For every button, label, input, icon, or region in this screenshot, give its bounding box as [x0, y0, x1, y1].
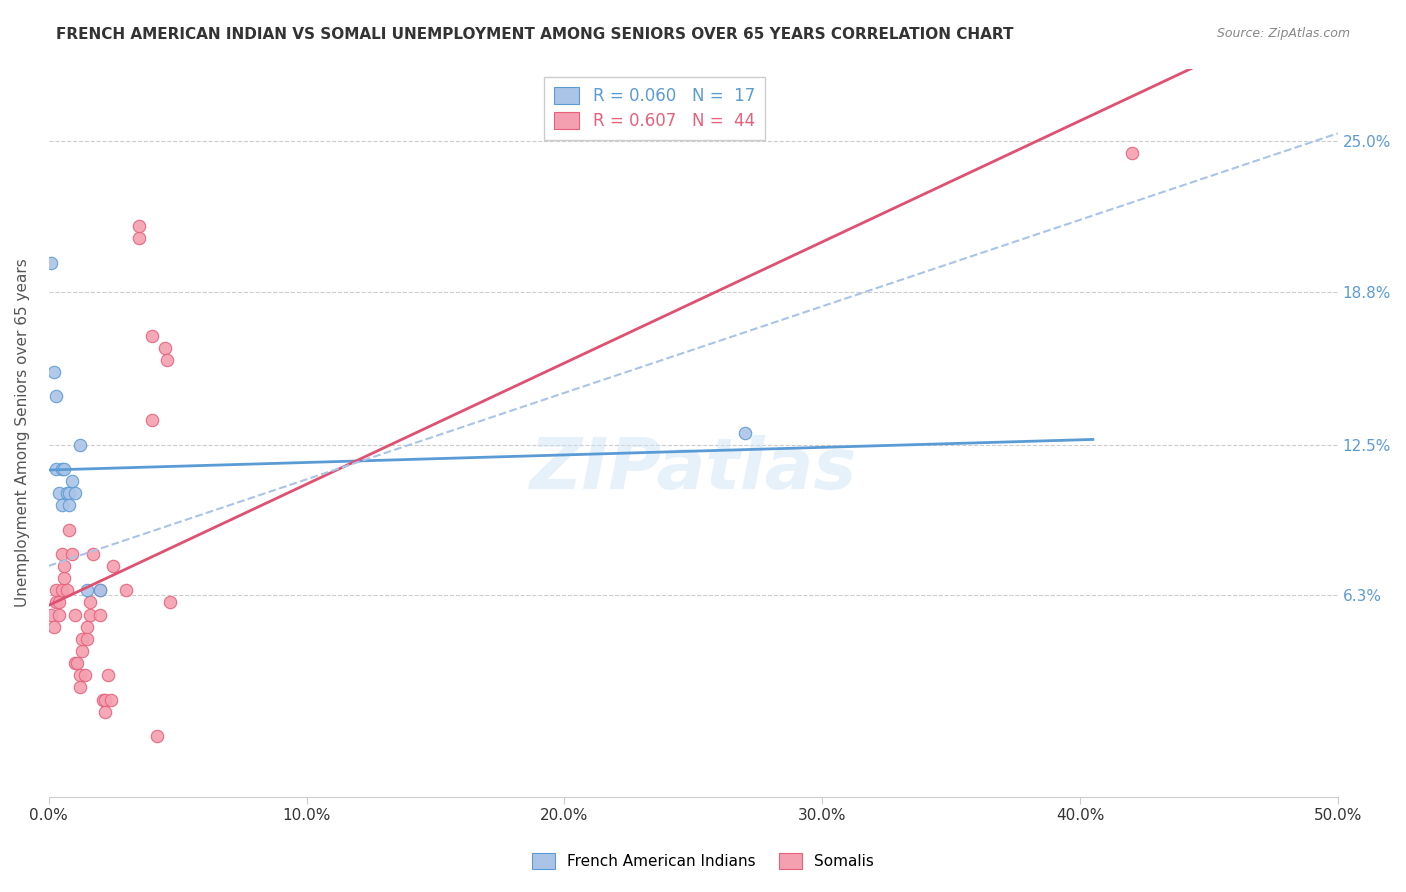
Point: [63, 486, 86, 500]
Point: [51, 547, 73, 561]
Text: FRENCH AMERICAN INDIAN VS SOMALI UNEMPLOYMENT AMONG SENIORS OVER 65 YEARS CORREL: FRENCH AMERICAN INDIAN VS SOMALI UNEMPLO…: [56, 27, 1014, 42]
Point: [146, 729, 169, 743]
Point: [141, 328, 163, 343]
Point: [82, 547, 104, 561]
Legend: R = 0.060   N =  17, R = 0.607   N =  44: R = 0.060 N = 17, R = 0.607 N = 44: [544, 77, 765, 140]
Point: [115, 583, 138, 598]
Point: [51, 462, 73, 476]
Point: [128, 231, 150, 245]
Point: [72, 632, 94, 646]
Point: [48, 486, 70, 500]
Y-axis label: Unemployment Among Seniors over 65 years: Unemployment Among Seniors over 65 years: [15, 258, 30, 607]
Point: [100, 692, 122, 706]
Point: [51, 499, 73, 513]
Point: [45, 583, 67, 598]
Point: [53, 571, 76, 585]
Point: [42, 620, 65, 634]
Point: [48, 595, 70, 609]
Point: [734, 425, 756, 440]
Point: [51, 583, 73, 598]
Point: [97, 668, 120, 682]
Text: Source: ZipAtlas.com: Source: ZipAtlas.com: [1216, 27, 1350, 40]
Legend: French American Indians, Somalis: French American Indians, Somalis: [526, 847, 880, 875]
Point: [56, 486, 79, 500]
Point: [45, 389, 67, 403]
Point: [69, 681, 91, 695]
Point: [94, 705, 117, 719]
Point: [141, 413, 163, 427]
Point: [72, 644, 94, 658]
Point: [53, 462, 76, 476]
Point: [73, 668, 96, 682]
Point: [79, 595, 101, 609]
Point: [58, 523, 80, 537]
Point: [89, 583, 111, 598]
Point: [89, 583, 111, 598]
Point: [58, 486, 80, 500]
Point: [91, 692, 114, 706]
Point: [76, 620, 98, 634]
Point: [94, 692, 117, 706]
Point: [1121, 146, 1143, 161]
Point: [89, 607, 111, 622]
Point: [63, 656, 86, 670]
Point: [60, 547, 83, 561]
Point: [76, 632, 98, 646]
Point: [103, 559, 125, 574]
Point: [69, 668, 91, 682]
Point: [60, 474, 83, 488]
Point: [153, 341, 176, 355]
Point: [76, 583, 98, 598]
Point: [53, 559, 76, 574]
Point: [66, 656, 89, 670]
Point: [58, 499, 80, 513]
Point: [56, 583, 79, 598]
Point: [41, 256, 63, 270]
Point: [79, 607, 101, 622]
Point: [48, 607, 70, 622]
Point: [45, 595, 67, 609]
Point: [41, 607, 63, 622]
Point: [159, 595, 181, 609]
Point: [156, 352, 179, 367]
Point: [42, 365, 65, 379]
Point: [45, 462, 67, 476]
Point: [69, 438, 91, 452]
Point: [128, 219, 150, 234]
Point: [63, 607, 86, 622]
Text: ZIPatlas: ZIPatlas: [530, 434, 856, 503]
